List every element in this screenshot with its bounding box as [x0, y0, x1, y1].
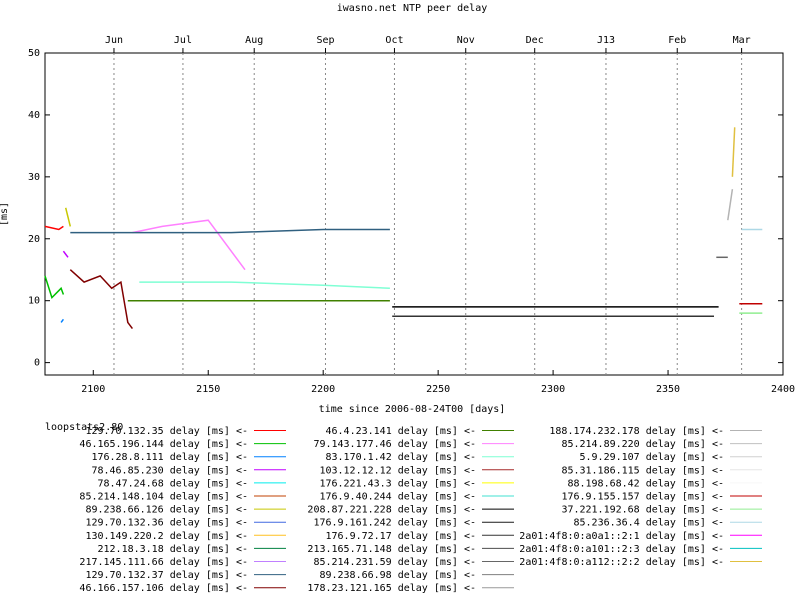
top-tick-label: Sep	[316, 35, 334, 46]
legend-entry: 176.221.43.3 delay [ms] <-	[319, 478, 476, 489]
y-tick-label: 50	[28, 48, 40, 59]
top-tick-label: Oct	[385, 35, 403, 46]
series-line	[731, 127, 736, 177]
y-tick-label: 10	[28, 296, 40, 307]
legend-entry: 129.70.132.35 delay [ms] <-	[85, 426, 248, 437]
legend-entry: 89.238.66.98 delay [ms] <-	[319, 570, 476, 581]
x-axis-label: time since 2006-08-24T00 [days]	[319, 404, 506, 415]
legend-entry: 176.9.161.242 delay [ms] <-	[313, 518, 476, 529]
series-line	[69, 269, 134, 330]
top-tick-label: J13	[597, 35, 615, 46]
legend-entry: 2a01:4f8:0:a0a1::2:1 delay [ms] <-	[519, 531, 724, 542]
x-tick-label: 2150	[196, 384, 220, 395]
legend-entry: 46.166.157.106 delay [ms] <-	[79, 583, 248, 594]
series-line	[139, 281, 390, 290]
axes: Jun Jul Aug Sep Oct Nov Dec J13 Feb Mar 2100 2150 22…	[28, 35, 795, 395]
legend-entry: 46.165.196.144 delay [ms] <-	[79, 439, 248, 450]
legend-entry: 212.18.3.18 delay [ms] <-	[97, 544, 248, 555]
series-line	[62, 250, 69, 258]
y-tick-label: 40	[28, 110, 40, 121]
legend-entry: 46.4.23.141 delay [ms] <-	[325, 426, 476, 437]
legend-entry: 217.145.111.66 delay [ms] <-	[79, 557, 248, 568]
legend-entry: 176.9.72.17 delay [ms] <-	[325, 531, 476, 542]
legend-entry: 79.143.177.46 delay [ms] <-	[313, 439, 476, 450]
series-line	[44, 225, 64, 231]
legend-entry: 89.238.66.126 delay [ms] <-	[85, 505, 248, 516]
series-line	[132, 219, 246, 271]
legend-entry: 178.23.121.165 delay [ms] <-	[307, 583, 476, 594]
series-line	[70, 228, 390, 234]
legend-entry: 176.28.8.111 delay [ms] <-	[91, 452, 248, 463]
legend-entry: 37.221.192.68 delay [ms] <-	[561, 505, 724, 516]
month-grid	[113, 53, 743, 375]
legend-entry: 2a01:4f8:0:a112::2:2 delay [ms] <-	[519, 557, 724, 568]
legend-entry: 85.214.231.59 delay [ms] <-	[313, 557, 476, 568]
legend-entry: 176.9.40.244 delay [ms] <-	[319, 492, 476, 503]
top-tick-label: Mar	[733, 35, 751, 46]
legend: 129.70.132.35 delay [ms] <- 46.165.196.14…	[79, 426, 762, 594]
legend-entry: 129.70.132.37 delay [ms] <-	[85, 570, 248, 581]
legend-entry: 85.214.148.104 delay [ms] <-	[79, 492, 248, 503]
legend-heading: loopstats2.80	[45, 422, 123, 433]
y-tick-label: 0	[34, 358, 40, 369]
series-line	[727, 189, 734, 221]
legend-entry: 130.149.220.2 delay [ms] <-	[85, 531, 248, 542]
legend-entry: 176.9.155.157 delay [ms] <-	[561, 492, 724, 503]
plot-frame	[44, 52, 784, 376]
legend-entry: 78.47.24.68 delay [ms] <-	[97, 478, 248, 489]
series-line	[60, 318, 65, 323]
top-tick-label: Dec	[526, 35, 544, 46]
x-tick-label: 2100	[81, 384, 105, 395]
x-tick-label: 2350	[656, 384, 680, 395]
y-tick-label: 20	[28, 234, 40, 245]
x-tick-label: 2400	[771, 384, 795, 395]
x-tick-label: 2250	[426, 384, 450, 395]
series-line	[64, 207, 72, 227]
legend-entry: 208.87.221.228 delay [ms] <-	[307, 505, 476, 516]
legend-entry: 2a01:4f8:0:a101::2:3 delay [ms] <-	[519, 544, 724, 555]
top-tick-label: Nov	[457, 35, 475, 46]
x-tick-label: 2200	[311, 384, 335, 395]
chart-title: iwasno.net NTP peer delay	[337, 3, 488, 14]
top-tick-label: Jul	[174, 35, 192, 46]
legend-entry: 129.70.132.36 delay [ms] <-	[85, 518, 248, 529]
legend-entry: 85.236.36.4 delay [ms] <-	[573, 518, 724, 529]
y-tick-label: 30	[28, 172, 40, 183]
legend-entry: 188.174.232.178 delay [ms] <-	[549, 426, 724, 437]
top-tick-label: Aug	[245, 35, 263, 46]
legend-entry: 103.12.12.12 delay [ms] <-	[319, 465, 476, 476]
y-axis-label: [ms]	[0, 202, 10, 226]
legend-entry: 85.31.186.115 delay [ms] <-	[561, 465, 724, 476]
top-tick-label: Jun	[105, 35, 123, 46]
legend-entry: 78.46.85.230 delay [ms] <-	[91, 465, 248, 476]
x-tick-label: 2300	[541, 384, 565, 395]
legend-entry: 85.214.89.220 delay [ms] <-	[561, 439, 724, 450]
series-line	[44, 275, 65, 300]
top-tick-label: Feb	[668, 35, 686, 46]
legend-entry: 213.165.71.148 delay [ms] <-	[307, 544, 476, 555]
legend-entry: 83.170.1.42 delay [ms] <-	[325, 452, 476, 463]
legend-entry: 5.9.29.107 delay [ms] <-	[580, 452, 725, 463]
series-group	[44, 127, 763, 330]
legend-entry: 88.198.68.42 delay [ms] <-	[567, 478, 724, 489]
